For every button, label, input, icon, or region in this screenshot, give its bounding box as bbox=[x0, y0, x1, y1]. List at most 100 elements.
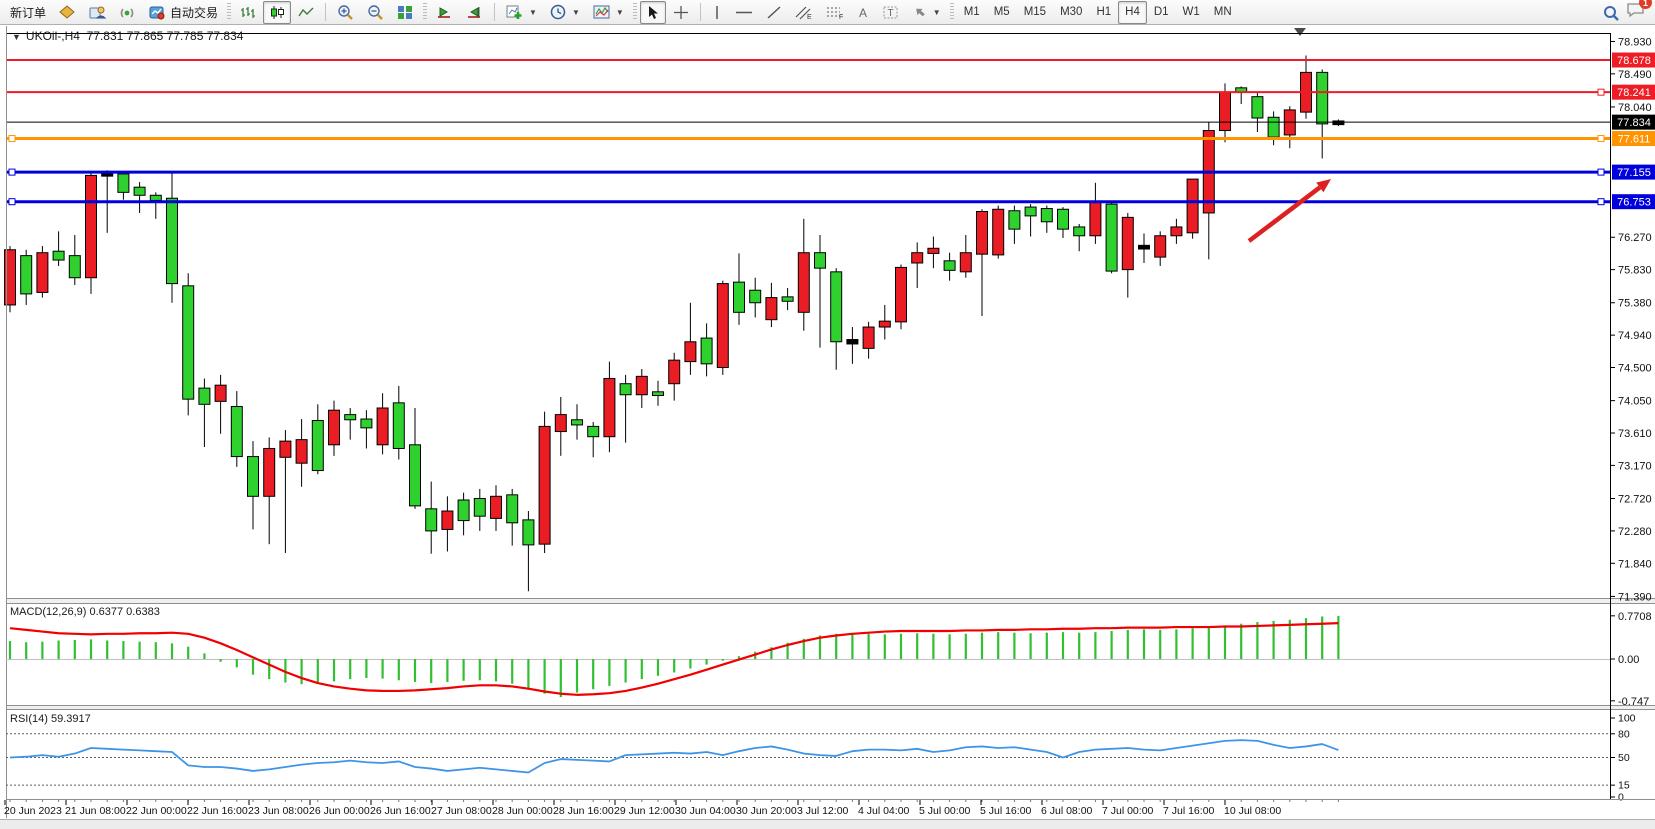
time-axis-label: 21 Jun 08:00 bbox=[65, 805, 126, 817]
shapes-button[interactable]: ▼ bbox=[906, 1, 947, 24]
timeframe-button-m1[interactable]: M1 bbox=[963, 6, 980, 18]
line-anchor[interactable] bbox=[8, 198, 16, 206]
timeframe-button-m5[interactable]: M5 bbox=[993, 6, 1010, 18]
timeframe-button-h1[interactable]: H1 bbox=[1096, 6, 1112, 18]
candle bbox=[830, 271, 843, 343]
candle bbox=[360, 418, 373, 429]
price-tick-label: 74.050 bbox=[1618, 396, 1652, 408]
timeframe-button-d1[interactable]: D1 bbox=[1153, 6, 1169, 18]
price-tick-label: 73.610 bbox=[1618, 428, 1652, 440]
timeframe-button-mn[interactable]: MN bbox=[1213, 6, 1232, 18]
svg-text:E: E bbox=[807, 14, 812, 20]
trend-arrow[interactable] bbox=[1247, 179, 1331, 243]
price-tag bbox=[1612, 194, 1655, 210]
price-tick-label: 72.720 bbox=[1618, 494, 1652, 506]
tile-windows-button[interactable] bbox=[391, 1, 420, 24]
vertical-line-button[interactable] bbox=[706, 1, 728, 24]
text-label-icon: T bbox=[883, 5, 899, 20]
toolbar-separator bbox=[325, 3, 327, 21]
time-axis-label: 27 Jun 08:00 bbox=[431, 805, 492, 817]
autotrading-button[interactable]: 自动交易 bbox=[143, 1, 224, 24]
candle bbox=[538, 425, 551, 545]
channel-button[interactable]: E bbox=[789, 1, 819, 24]
chart-canvas[interactable]: 78.67878.24177.83477.61177.15576.75378.9… bbox=[0, 25, 1655, 829]
candle bbox=[635, 375, 648, 396]
line-chart-button[interactable] bbox=[292, 1, 320, 24]
panel-separator[interactable] bbox=[6, 598, 1655, 604]
tile-windows-icon bbox=[397, 5, 414, 20]
price-tick-label: 75.830 bbox=[1618, 265, 1652, 277]
line-anchor[interactable] bbox=[1597, 88, 1605, 96]
rsi-panel: RSI(14) 59.3917 100 80 50 150 bbox=[6, 713, 1636, 804]
toolbar-grip bbox=[632, 3, 637, 21]
rsi-line bbox=[9, 739, 1339, 774]
chart-shift-button[interactable] bbox=[460, 1, 489, 24]
candle-chart-button[interactable] bbox=[263, 0, 292, 24]
vertical-line-icon bbox=[712, 5, 722, 20]
rsi-label: RSI(14) 59.3917 bbox=[10, 713, 91, 725]
shapes-icon bbox=[912, 5, 928, 20]
horizontal-lines: 78.678 78.241 77.834 77.611 77.155 76.753 bbox=[6, 52, 1655, 210]
candle bbox=[716, 283, 729, 369]
market-watch-button[interactable] bbox=[83, 1, 112, 24]
panel-separator[interactable] bbox=[6, 705, 1655, 710]
zoom-in-button[interactable] bbox=[331, 1, 360, 24]
time-axis-label: 26 Jun 16:00 bbox=[370, 805, 431, 817]
line-anchor[interactable] bbox=[8, 135, 16, 143]
timeframe-button-w1[interactable]: W1 bbox=[1182, 6, 1200, 18]
text-label-button[interactable]: T bbox=[877, 1, 905, 24]
profile-button[interactable] bbox=[53, 1, 82, 24]
toolbar-separator bbox=[494, 3, 496, 21]
period-icon bbox=[550, 4, 567, 20]
price-tick-label: 76.270 bbox=[1618, 232, 1652, 244]
notification-badge: 1 bbox=[1639, 0, 1652, 9]
period-button[interactable]: ▼ bbox=[544, 1, 586, 24]
auto-scroll-icon bbox=[436, 5, 453, 20]
timeframe-button-h4[interactable]: H4 bbox=[1118, 0, 1147, 24]
chart-shift-marker[interactable] bbox=[1294, 28, 1306, 36]
chart-area: ▼ UKOil-,H4 77.831 77.865 77.785 77.834 7… bbox=[0, 25, 1655, 829]
candle bbox=[1024, 206, 1037, 217]
line-anchor[interactable] bbox=[1597, 168, 1605, 176]
chevron-down-icon: ▼ bbox=[615, 7, 624, 17]
candle bbox=[1219, 91, 1231, 132]
toolbar-grip bbox=[227, 3, 232, 21]
line-anchor[interactable] bbox=[8, 168, 16, 176]
candle bbox=[927, 247, 940, 254]
new-order-button[interactable]: 新订单 bbox=[4, 1, 52, 24]
price-tick-label: 73.170 bbox=[1618, 460, 1652, 472]
new-chart-button[interactable]: ▼ bbox=[500, 1, 543, 24]
svg-text:T: T bbox=[887, 8, 893, 19]
candle bbox=[457, 499, 470, 522]
candle bbox=[20, 255, 33, 295]
time-axis-label: 20 Jun 2023 bbox=[4, 805, 62, 817]
crosshair-button[interactable] bbox=[667, 1, 695, 24]
line-anchor[interactable] bbox=[1597, 198, 1605, 206]
template-button[interactable]: ▼ bbox=[587, 1, 630, 24]
notifications-button[interactable]: 1 bbox=[1626, 0, 1652, 23]
time-axis-label: 30 Jun 20:00 bbox=[736, 805, 797, 817]
timeframe-button-m30[interactable]: M30 bbox=[1060, 6, 1083, 18]
candle bbox=[473, 498, 486, 517]
candle bbox=[1267, 116, 1280, 138]
bar-chart-button[interactable] bbox=[234, 1, 262, 24]
price-tick-label: 78.490 bbox=[1618, 69, 1652, 81]
line-anchor[interactable] bbox=[1597, 135, 1605, 143]
auto-scroll-button[interactable] bbox=[430, 1, 459, 24]
time-axis[interactable]: 20 Jun 2023 21 Jun 08:00 22 Jun 00:00 22 Ju… bbox=[4, 799, 1655, 818]
cursor-button[interactable] bbox=[639, 0, 666, 24]
macd-label: MACD(12,26,9) 0.6377 0.6383 bbox=[10, 606, 160, 618]
candle bbox=[328, 409, 340, 446]
price-tag bbox=[1612, 131, 1655, 147]
timeframe-button-m15[interactable]: M15 bbox=[1023, 6, 1047, 18]
text-button[interactable]: A bbox=[851, 1, 876, 24]
zoom-out-button[interactable] bbox=[361, 1, 390, 24]
fibonacci-button[interactable]: F bbox=[820, 1, 850, 24]
trendline-button[interactable] bbox=[760, 1, 788, 24]
signals-button[interactable] bbox=[113, 1, 142, 24]
horizontal-line-button[interactable] bbox=[729, 1, 759, 24]
fibonacci-icon: F bbox=[826, 5, 844, 20]
search-icon[interactable] bbox=[1602, 4, 1620, 21]
chart-menu-arrow-icon[interactable]: ▼ bbox=[12, 32, 21, 42]
candle bbox=[409, 444, 421, 507]
